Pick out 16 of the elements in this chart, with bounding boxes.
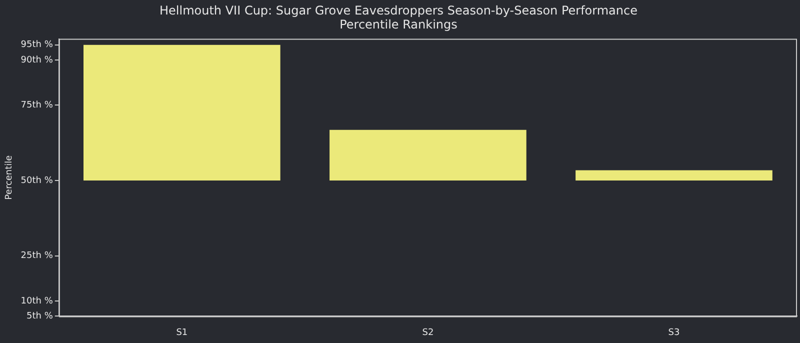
bar <box>84 44 280 181</box>
chart-subtitle: Percentile Rankings <box>340 18 458 32</box>
x-tick-label: S2 <box>422 328 434 338</box>
y-tick-label: 90th % <box>20 55 54 66</box>
x-tick-label: S1 <box>176 328 188 338</box>
chart-title: Hellmouth VII Cup: Sugar Grove Eavesdroppers Season-by-Season Performance <box>160 3 638 18</box>
y-tick-label: 50th % <box>20 176 54 186</box>
y-tick-label: 25th % <box>20 251 54 262</box>
y-axis-title: Percentile <box>4 154 15 200</box>
x-tick-label: S3 <box>668 328 680 338</box>
y-tick-label: 10th % <box>20 296 54 306</box>
bar <box>576 170 772 181</box>
bar <box>330 130 526 181</box>
y-tick-label: 75th % <box>20 100 54 110</box>
y-tick-label: 95th % <box>20 40 54 50</box>
y-tick-label: 5th % <box>26 312 54 322</box>
